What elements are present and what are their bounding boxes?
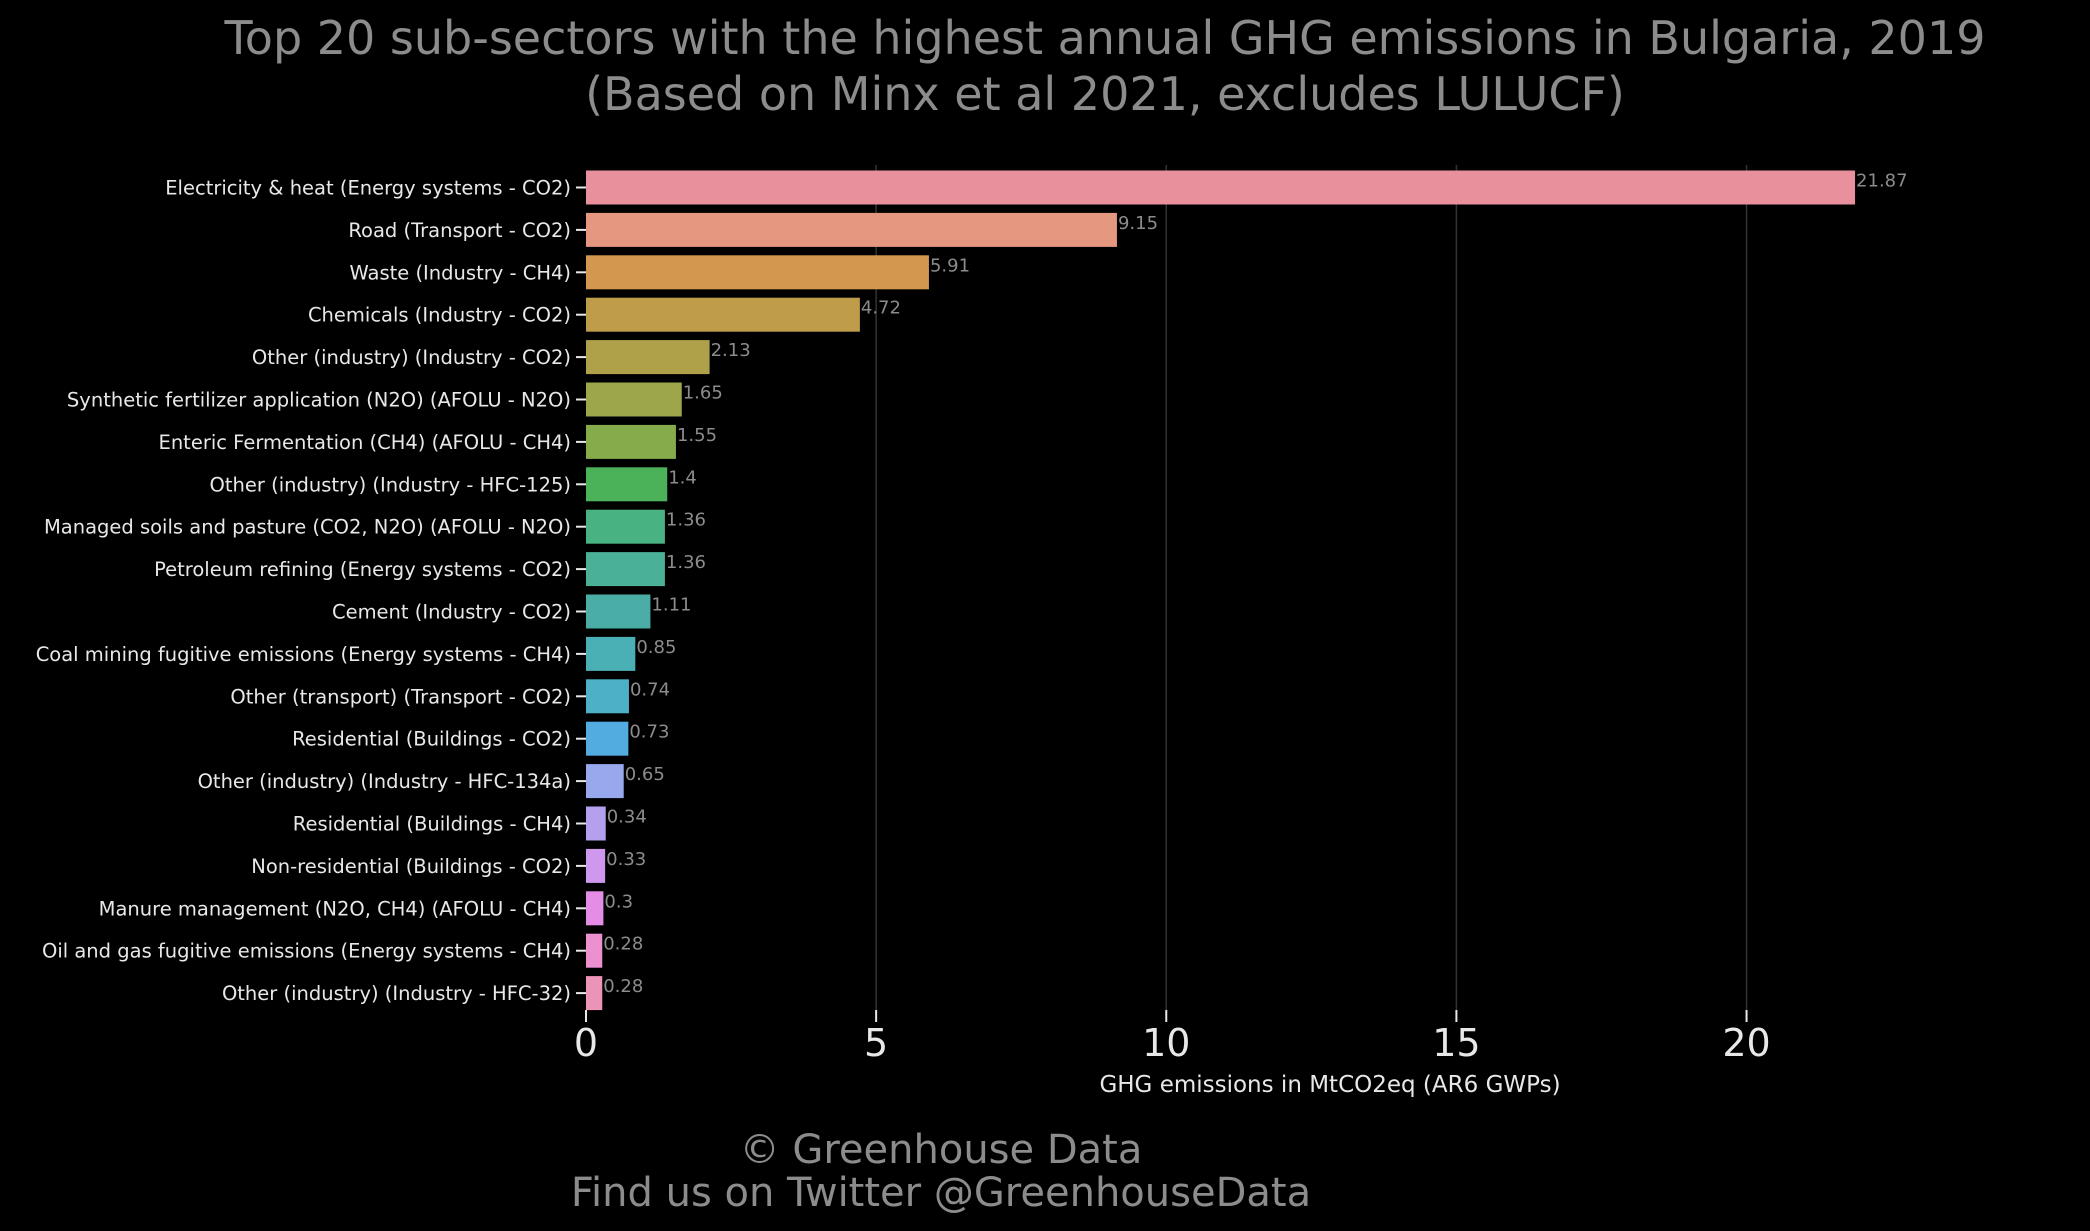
chart-title: Top 20 sub-sectors with the highest annu… xyxy=(224,11,1986,65)
category-label: Road (Transport - CO2) xyxy=(348,219,571,242)
data-label: 1.4 xyxy=(668,467,697,488)
category-label: Residential (Buildings - CO2) xyxy=(292,728,571,751)
data-label: 9.15 xyxy=(1118,213,1158,234)
category-label: Synthetic fertilizer application (N2O) (… xyxy=(67,389,571,412)
category-label: Electricity & heat (Energy systems - CO2… xyxy=(165,177,571,200)
category-label: Residential (Buildings - CH4) xyxy=(293,813,571,836)
category-label: Coal mining fugitive emissions (Energy s… xyxy=(36,643,571,666)
category-label: Other (industry) (Industry - HFC-32) xyxy=(222,982,571,1005)
data-label: 0.65 xyxy=(625,764,665,785)
category-label: Enteric Fermentation (CH4) (AFOLU - CH4) xyxy=(159,431,572,454)
bar xyxy=(586,424,676,459)
data-label: 0.34 xyxy=(607,807,647,828)
category-label: Other (industry) (Industry - HFC-134a) xyxy=(198,770,571,793)
data-label: 1.55 xyxy=(677,425,717,446)
data-label: 0.28 xyxy=(603,976,643,997)
bar xyxy=(586,467,668,502)
data-label: 0.28 xyxy=(603,934,643,955)
bar xyxy=(586,806,606,841)
data-label: 21.87 xyxy=(1856,171,1908,192)
data-label: 4.72 xyxy=(861,298,901,319)
data-label: 0.85 xyxy=(636,637,676,658)
bar xyxy=(586,636,636,671)
category-labels: Electricity & heat (Energy systems - CO2… xyxy=(36,177,586,1005)
category-label: Chemicals (Industry - CO2) xyxy=(308,304,571,327)
bar xyxy=(586,891,604,926)
x-axis: 0 5 10 15 20 xyxy=(574,1010,1771,1065)
bar xyxy=(586,552,665,587)
footer-copyright: © Greenhouse Data xyxy=(739,1127,1143,1173)
category-label: Other (industry) (Industry - HFC-125) xyxy=(210,473,571,496)
category-label: Other (industry) (Industry - CO2) xyxy=(252,346,571,369)
x-tick-label: 20 xyxy=(1722,1021,1770,1065)
x-tick-label: 5 xyxy=(864,1021,888,1065)
bar xyxy=(586,340,710,375)
category-label: Manure management (N2O, CH4) (AFOLU - CH… xyxy=(99,897,571,920)
bar xyxy=(586,509,665,544)
data-label: 1.36 xyxy=(666,552,706,573)
bar xyxy=(586,382,682,417)
data-label: 1.11 xyxy=(651,595,691,616)
data-label: 0.74 xyxy=(630,679,670,700)
gridlines xyxy=(875,165,1748,1010)
data-label: 0.3 xyxy=(604,891,633,912)
data-label: 1.36 xyxy=(666,510,706,531)
category-label: Managed soils and pasture (CO2, N2O) (AF… xyxy=(44,516,571,539)
chart-subtitle: (Based on Minx et al 2021, excludes LULU… xyxy=(585,67,1625,121)
x-tick-label: 0 xyxy=(574,1021,598,1065)
bar xyxy=(586,764,624,799)
x-axis-label: GHG emissions in MtCO2eq (AR6 GWPs) xyxy=(1099,1072,1560,1098)
bar xyxy=(586,255,929,290)
data-label: 5.91 xyxy=(930,255,970,276)
data-label: 1.65 xyxy=(683,383,723,404)
bar xyxy=(586,933,603,968)
value-labels: 21.87 9.15 5.91 4.72 2.13 1.65 1.55 1.4 1.36 1.36… xyxy=(603,171,1907,998)
bar xyxy=(586,594,651,629)
data-label: 0.33 xyxy=(606,849,646,870)
category-label: Waste (Industry - CH4) xyxy=(349,261,571,284)
category-label: Non-residential (Buildings - CO2) xyxy=(251,855,571,878)
data-label: 0.73 xyxy=(629,722,669,743)
bar xyxy=(586,721,629,756)
bar xyxy=(586,848,606,883)
footer-twitter: Find us on Twitter @GreenhouseData xyxy=(570,1170,1312,1216)
x-tick-label: 15 xyxy=(1432,1021,1480,1065)
bar xyxy=(586,976,603,1011)
data-label: 2.13 xyxy=(711,340,751,361)
category-label: Petroleum refining (Energy systems - CO2… xyxy=(154,558,571,581)
category-label: Oil and gas fugitive emissions (Energy s… xyxy=(42,940,571,963)
bar xyxy=(586,212,1117,247)
bar xyxy=(586,679,629,714)
bar xyxy=(586,297,860,332)
x-tick-label: 10 xyxy=(1142,1021,1190,1065)
bar xyxy=(586,170,1856,205)
category-label: Cement (Industry - CO2) xyxy=(332,601,571,624)
bars xyxy=(586,170,1856,1011)
category-label: Other (transport) (Transport - CO2) xyxy=(230,685,571,708)
